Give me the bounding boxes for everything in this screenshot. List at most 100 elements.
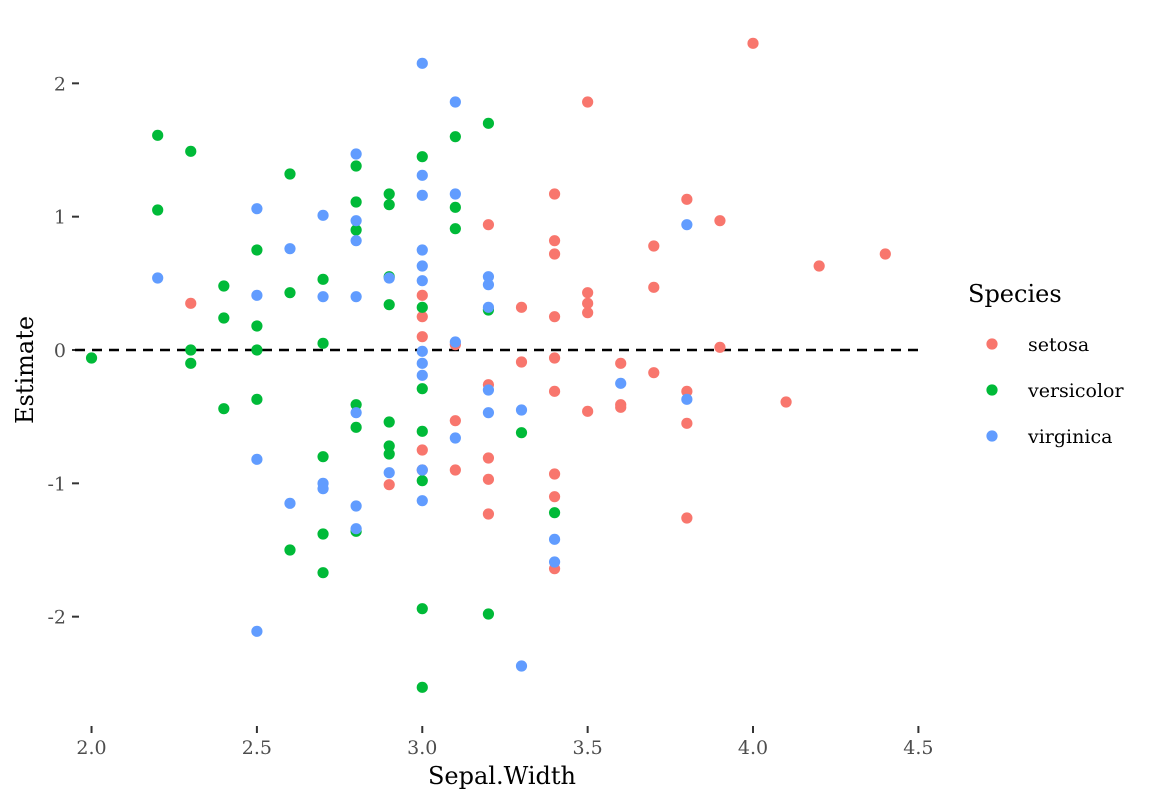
legend-key-versicolor — [986, 384, 998, 396]
data-point-virginica — [416, 357, 428, 369]
data-point-versicolor — [185, 344, 197, 356]
data-point-virginica — [615, 377, 627, 389]
y-axis-ticks: -2 -1 0 1 2 — [47, 73, 79, 629]
data-point-versicolor — [185, 145, 197, 157]
data-point-setosa — [714, 215, 726, 227]
data-point-versicolor — [449, 201, 461, 213]
legend-key-virginica — [986, 430, 998, 442]
data-point-setosa — [548, 468, 561, 480]
data-point-setosa — [548, 352, 561, 364]
data-point-versicolor — [350, 399, 362, 411]
data-point-virginica — [515, 404, 528, 416]
data-point-setosa — [416, 444, 428, 456]
data-point-virginica — [251, 625, 263, 637]
data-point-virginica — [317, 291, 329, 303]
data-point-versicolor — [152, 204, 164, 216]
data-point-virginica — [416, 275, 428, 287]
y-tick-label: 1 — [54, 207, 66, 229]
data-point-setosa — [185, 297, 197, 309]
data-point-virginica — [383, 467, 395, 479]
data-point-versicolor — [317, 273, 329, 285]
data-point-virginica — [416, 244, 428, 256]
data-point-virginica — [383, 272, 395, 284]
data-point-virginica — [251, 203, 263, 215]
data-point-virginica — [350, 291, 362, 303]
data-point-versicolor — [317, 337, 329, 349]
data-point-versicolor — [350, 160, 362, 172]
data-point-virginica — [482, 407, 495, 419]
y-tick-label: 2 — [54, 73, 66, 95]
data-point-virginica — [350, 500, 362, 512]
legend-label-virginica: virginica — [1027, 426, 1112, 448]
data-point-setosa — [582, 405, 594, 417]
y-tick-label: 0 — [54, 340, 66, 362]
y-axis-title: Estimate — [11, 316, 39, 424]
data-point-setosa — [548, 188, 561, 200]
data-point-versicolor — [383, 440, 395, 452]
data-point-setosa — [582, 96, 594, 108]
data-point-virginica — [416, 57, 428, 69]
data-point-setosa — [416, 311, 428, 323]
data-point-virginica — [681, 393, 693, 405]
x-tick-label: 3.0 — [407, 737, 437, 759]
x-axis-title: Sepal.Width — [428, 762, 576, 790]
legend-items: setosa versicolor virginica — [986, 334, 1124, 448]
data-point-setosa — [548, 235, 561, 247]
x-axis-ticks: 2.0 2.5 3.0 3.5 4.0 4.5 — [76, 726, 933, 759]
data-point-versicolor — [383, 188, 395, 200]
data-point-virginica — [681, 219, 693, 231]
data-point-setosa — [582, 307, 594, 319]
data-point-versicolor — [251, 393, 263, 405]
data-point-virginica — [416, 345, 428, 357]
data-points — [85, 37, 891, 693]
x-tick-label: 3.5 — [573, 737, 603, 759]
data-point-versicolor — [317, 567, 329, 579]
data-point-versicolor — [449, 131, 461, 143]
data-point-virginica — [284, 497, 296, 509]
data-point-versicolor — [449, 223, 461, 235]
data-point-versicolor — [383, 299, 395, 311]
data-point-versicolor — [185, 357, 197, 369]
data-point-versicolor — [218, 312, 230, 324]
legend-label-versicolor: versicolor — [1027, 380, 1124, 402]
y-tick-label: -2 — [47, 607, 66, 629]
data-point-setosa — [780, 396, 792, 408]
data-point-virginica — [251, 289, 263, 301]
data-point-versicolor — [383, 416, 395, 428]
data-point-setosa — [515, 301, 528, 313]
data-point-versicolor — [416, 475, 428, 487]
data-point-versicolor — [350, 421, 362, 433]
data-point-setosa — [615, 357, 627, 369]
data-point-versicolor — [152, 129, 164, 141]
x-tick-label: 2.5 — [242, 737, 272, 759]
data-point-virginica — [350, 215, 362, 227]
data-point-virginica — [548, 533, 561, 545]
data-point-setosa — [714, 341, 726, 353]
data-point-virginica — [251, 453, 263, 465]
data-point-setosa — [681, 385, 693, 397]
data-point-setosa — [548, 385, 561, 397]
data-point-virginica — [449, 96, 461, 108]
x-tick-label: 4.5 — [903, 737, 933, 759]
data-point-virginica — [449, 432, 461, 444]
data-point-versicolor — [515, 427, 528, 439]
data-point-virginica — [350, 407, 362, 419]
data-point-virginica — [350, 148, 362, 160]
legend: Species setosa versicolor virginica — [968, 280, 1124, 448]
data-point-versicolor — [251, 344, 263, 356]
data-point-setosa — [449, 464, 461, 476]
data-point-versicolor — [416, 301, 428, 313]
data-point-setosa — [416, 289, 428, 301]
data-point-virginica — [416, 260, 428, 272]
data-point-versicolor — [284, 544, 296, 556]
data-point-virginica — [449, 336, 461, 348]
data-point-versicolor — [251, 244, 263, 256]
data-point-versicolor — [383, 448, 395, 460]
data-point-versicolor — [218, 280, 230, 292]
data-point-versicolor — [416, 603, 428, 615]
data-point-versicolor — [383, 199, 395, 211]
data-point-setosa — [648, 367, 660, 379]
y-tick-label: -1 — [47, 473, 66, 495]
data-point-setosa — [681, 512, 693, 524]
